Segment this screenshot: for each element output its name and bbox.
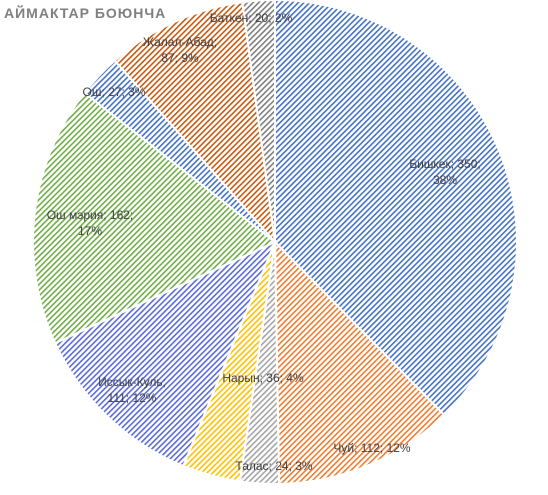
data-label-чуй: Чуй; 112; 12%: [333, 441, 411, 455]
pie-slice-бишкек: [274, 0, 518, 417]
pie-slice-ош-мэрия: [32, 91, 277, 345]
chart-title: АЙМАКТАР БОЮНЧА: [4, 5, 167, 21]
data-label-ош-мэрия: Ош мэрия; 162; 17%: [47, 208, 134, 238]
pie-slice-жалал-абад: [113, 1, 277, 246]
pie-slices: [32, 0, 518, 485]
data-label-ош: Ош; 27; 3%: [83, 85, 146, 99]
data-label-нарын: Нарын; 36; 4%: [222, 371, 304, 385]
pie-slice-баткен: [241, 0, 276, 243]
data-label-иссык-куль: Иссык-Куль; 111; 12%: [98, 375, 166, 405]
pie-labels: Бишкек; 350; 38% Чуй; 112; 12% Талас; 24; 3…: [47, 11, 481, 473]
pie-slice-чуй: [273, 239, 446, 485]
data-label-баткен: Баткен; 20; 2%: [210, 11, 293, 25]
pie-slice-иссык-куль: [53, 240, 277, 468]
data-label-бишкек: Бишкек; 350; 38%: [409, 157, 481, 187]
data-label-жалал-абад: Жалал-Абад; 87; 9%: [143, 35, 217, 65]
data-label-талас: Талас; 24; 3%: [235, 459, 312, 473]
